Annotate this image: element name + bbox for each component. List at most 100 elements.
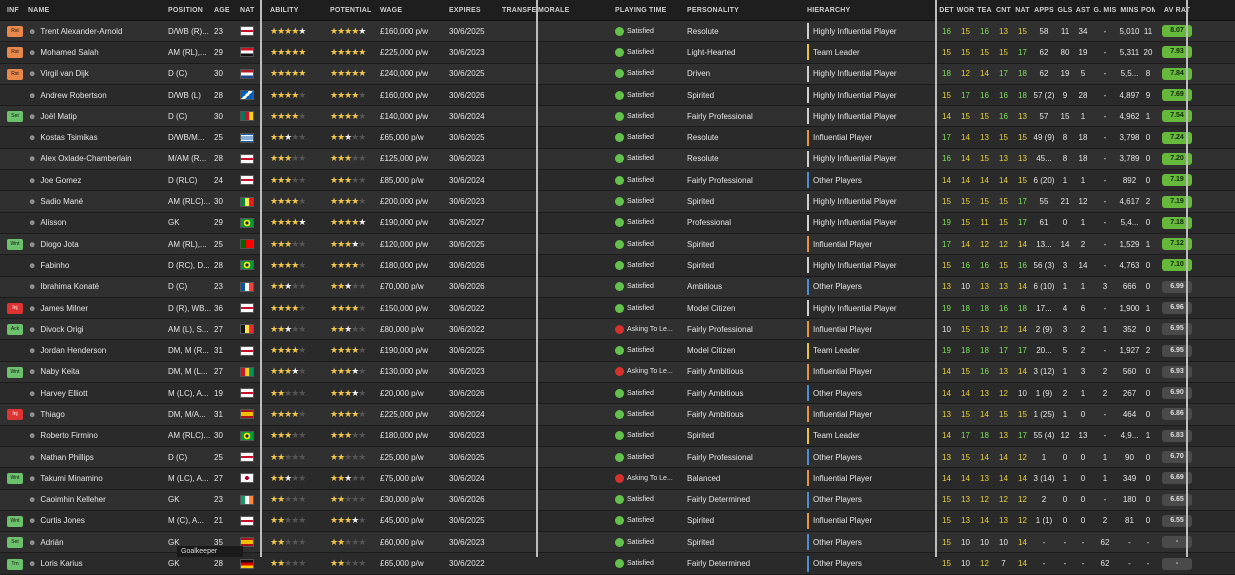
flag-icon[interactable] [240, 132, 254, 143]
flag-icon[interactable] [240, 90, 254, 101]
flag-icon[interactable] [240, 345, 254, 356]
status-badge[interactable]: Wnt [7, 239, 23, 251]
name-cell[interactable]: ☻ Alisson [28, 218, 168, 227]
table-row[interactable]: Inj ☻ James Milner D (R), WB... 36 ★★★★★ ★★★★★… [0, 297, 1235, 320]
name-cell[interactable]: ☻ Kostas Tsimikas [28, 133, 168, 142]
table-row[interactable]: ☻ Kostas Tsimikas D/WB/M... 25 ★★★★★ ★★★★★ £65… [0, 127, 1235, 149]
col-tea[interactable]: TEA [977, 6, 992, 14]
player-name[interactable]: Takumi Minamino [40, 473, 103, 483]
table-row[interactable]: Set ☻ Joël Matip D (C) 30 ★★★★★ ★★★★★ £140,000 … [0, 106, 1235, 128]
player-name[interactable]: Adrián [40, 537, 64, 547]
name-cell[interactable]: ☻ Nathan Phillips [28, 453, 168, 462]
col-age[interactable]: AGE [214, 6, 230, 14]
col-transfer[interactable]: TRANSFE... [502, 6, 538, 14]
player-name[interactable]: Joël Matip [40, 111, 77, 121]
name-cell[interactable]: ☻ James Milner [28, 304, 168, 313]
player-name[interactable]: Roberto Firmino [40, 431, 98, 441]
col-position[interactable]: POSITION [168, 6, 204, 14]
col-morale[interactable]: MORALE [538, 6, 570, 14]
col-ability[interactable]: ABILITY [270, 6, 299, 14]
table-row[interactable]: ☻ Sadio Mané AM (RLC)... 30 ★★★★★ ★★★★★ £200,0… [0, 191, 1235, 213]
status-badge[interactable]: Set [7, 111, 23, 123]
player-name[interactable]: Mohamed Salah [40, 47, 99, 57]
column-divider[interactable] [260, 0, 262, 557]
player-name[interactable]: Sadio Mané [40, 197, 84, 207]
flag-icon[interactable] [240, 558, 254, 569]
col-hierarchy[interactable]: HIERARCHY [807, 6, 851, 14]
col-wor[interactable]: WOR [956, 6, 975, 14]
col-det[interactable]: DET [939, 6, 954, 14]
status-badge[interactable]: Set [7, 537, 23, 549]
col-pom[interactable]: POM [1141, 6, 1155, 14]
table-row[interactable]: Wnt ☻ Takumi Minamino M (LC), A... 27 ★★★★★ ★★… [0, 468, 1235, 490]
flag-icon[interactable] [240, 473, 254, 484]
column-divider[interactable] [935, 0, 937, 557]
name-cell[interactable]: ☻ Diogo Jota [28, 240, 168, 249]
status-badge[interactable]: Rst [7, 26, 23, 38]
col-apps[interactable]: APPS [1034, 6, 1054, 14]
table-row[interactable]: Wnt ☻ Naby Keita DM, M (L... 27 ★★★★★ ★★★★★ £13… [0, 361, 1235, 384]
column-divider[interactable] [536, 0, 538, 557]
name-cell[interactable]: ☻ Takumi Minamino [28, 474, 168, 483]
flag-icon[interactable] [240, 452, 254, 463]
player-name[interactable]: Ibrahima Konaté [40, 282, 100, 292]
flag-icon[interactable] [240, 303, 254, 313]
flag-icon[interactable] [240, 239, 254, 250]
player-name[interactable]: Naby Keita [40, 367, 80, 377]
flag-icon[interactable] [240, 515, 254, 526]
flag-icon[interactable] [240, 494, 254, 505]
col-nat-attr[interactable]: NAT [1015, 6, 1030, 14]
table-row[interactable]: Rst ☻ Virgil van Dijk D (C) 30 ★★★★★ ★★★★★ £240… [0, 63, 1235, 85]
name-cell[interactable]: ☻ Alex Oxlade-Chamberlain [28, 154, 168, 163]
player-name[interactable]: Fabinho [40, 260, 70, 270]
name-cell[interactable]: ☻ Thiago [28, 410, 168, 419]
col-mins[interactable]: MINS [1120, 6, 1139, 14]
player-name[interactable]: Jordan Henderson [40, 346, 107, 356]
player-name[interactable]: Kostas Tsimikas [40, 133, 98, 143]
flag-icon[interactable] [240, 68, 254, 79]
table-row[interactable]: ☻ Andrew Robertson D/WB (L) 28 ★★★★★ ★★★★★ £16… [0, 84, 1235, 107]
table-row[interactable]: Rst ☻ Mohamed Salah AM (RL),... 29 ★★★★★ ★★★★★… [0, 42, 1235, 64]
status-badge[interactable]: Inj [7, 409, 23, 421]
name-cell[interactable]: ☻ Virgil van Dijk [28, 69, 168, 78]
name-cell[interactable]: ☻ Fabinho [28, 261, 168, 270]
col-avrat[interactable]: AV RAT [1163, 6, 1191, 14]
flag-icon[interactable] [240, 260, 254, 271]
col-gmis[interactable]: G. MIS [1093, 6, 1117, 14]
col-nat[interactable]: NAT [240, 6, 255, 14]
col-name[interactable]: NAME [28, 6, 50, 14]
player-name[interactable]: James Milner [40, 303, 88, 313]
col-potential[interactable]: POTENTIAL [330, 6, 372, 14]
player-name[interactable]: Alisson [40, 218, 67, 228]
table-row[interactable]: ☻ Joe Gomez D (RLC) 24 ★★★★★ ★★★★★ £85,000 p/w… [0, 170, 1235, 192]
table-row[interactable]: ☻ Alex Oxlade-Chamberlain M/AM (R... 28 ★★★★… [0, 148, 1235, 171]
table-row[interactable]: Inj ☻ Thiago DM, M/A... 31 ★★★★★ ★★★★★ £225,000… [0, 404, 1235, 426]
col-ast[interactable]: AST [1075, 6, 1091, 14]
status-badge[interactable]: Wnt [7, 366, 23, 378]
player-name[interactable]: Thiago [40, 409, 65, 419]
table-row[interactable]: ☻ Alisson GK 29 ★★★★★ ★★★★★ £190,000 p/w 30/6/2… [0, 212, 1235, 234]
name-cell[interactable]: ☻ Caoimhin Kelleher [28, 495, 168, 504]
name-cell[interactable]: ☻ Mohamed Salah [28, 48, 168, 57]
flag-icon[interactable] [240, 366, 254, 377]
name-cell[interactable]: ☻ Joël Matip [28, 112, 168, 121]
status-badge[interactable]: Rst [7, 47, 23, 59]
flag-icon[interactable] [240, 47, 254, 58]
flag-icon[interactable] [240, 324, 254, 335]
col-expires[interactable]: EXPIRES [449, 6, 481, 14]
flag-icon[interactable] [240, 153, 254, 164]
name-cell[interactable]: ☻ Loris Karius [28, 559, 168, 568]
flag-icon[interactable] [240, 388, 254, 399]
col-gls[interactable]: GLS [1057, 6, 1073, 14]
table-row[interactable]: Wnt ☻ Curtis Jones M (C), A... 21 ★★★★★ ★★★★★ £… [0, 510, 1235, 533]
status-badge[interactable]: Wnt [7, 515, 23, 527]
name-cell[interactable]: ☻ Adrián [28, 538, 168, 547]
player-name[interactable]: Loris Karius [40, 559, 83, 569]
player-name[interactable]: Joe Gomez [40, 175, 82, 185]
name-cell[interactable]: ☻ Roberto Firmino [28, 431, 168, 440]
name-cell[interactable]: ☻ Divock Origi [28, 325, 168, 334]
table-row[interactable]: Set ☻ Adrián GK 35 ★★★★★ ★★★★★ £60,000 p/w 30/6/… [0, 532, 1235, 554]
player-name[interactable]: Virgil van Dijk [40, 69, 89, 79]
status-badge[interactable]: Wnt [7, 473, 23, 485]
flag-icon[interactable] [240, 537, 254, 548]
